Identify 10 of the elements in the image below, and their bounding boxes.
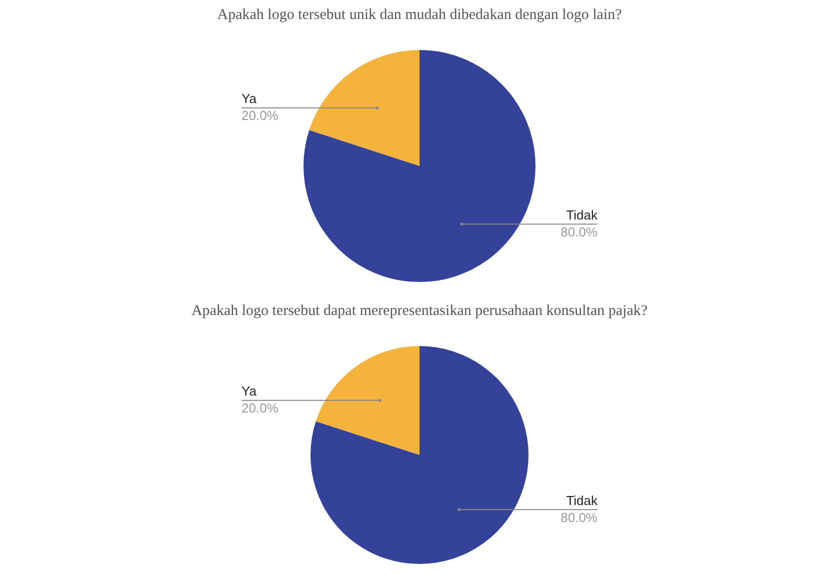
chart-title: Apakah logo tersebut dapat merepresentasikan perusahaan konsultan pajak?: [191, 302, 648, 319]
chart-title: Apakah logo tersebut unik dan mudah dibedakan dengan logo lain?: [217, 6, 622, 23]
data-label: 80.0%: [560, 224, 598, 240]
data-label: 20.0%: [242, 400, 279, 416]
slice-label: Ya: [242, 383, 258, 398]
data-label: 20.0%: [242, 108, 279, 123]
slice-label: Tidak: [566, 492, 598, 508]
slice-label: Ya: [242, 90, 258, 106]
data-label: 80.0%: [560, 510, 598, 525]
slice-label: Tidak: [566, 207, 598, 222]
